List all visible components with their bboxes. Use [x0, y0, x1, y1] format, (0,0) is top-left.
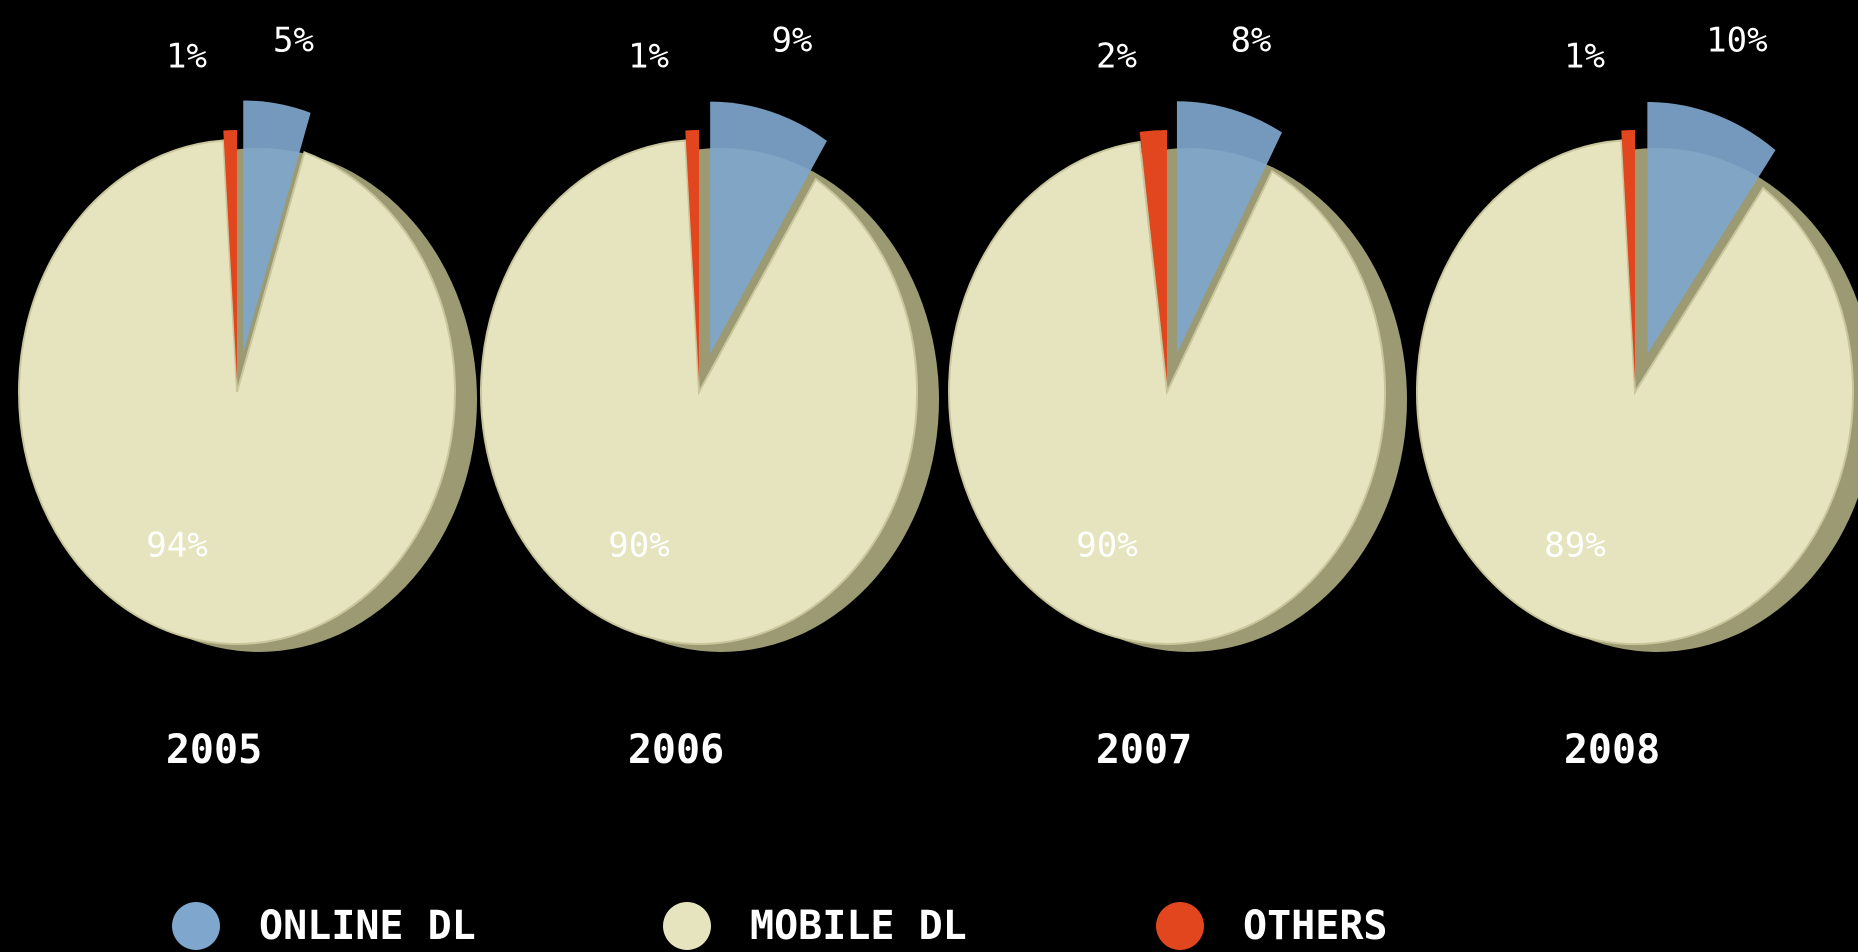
value-label: 1%	[166, 37, 207, 77]
value-label: 90%	[608, 526, 669, 566]
legend-swatch	[172, 902, 220, 950]
pie-slice	[1647, 101, 1776, 354]
legend-swatch	[663, 902, 711, 950]
value-label: 1%	[1564, 37, 1605, 77]
pie-slice	[223, 130, 237, 382]
pie-slice	[948, 140, 1386, 645]
value-label: 90%	[1076, 526, 1137, 566]
pie-slice	[480, 139, 918, 645]
value-label: 94%	[146, 526, 207, 566]
value-label: 8%	[1230, 21, 1271, 61]
legend-label: ONLINE DL	[259, 903, 476, 949]
legend-label: MOBILE DL	[750, 903, 967, 949]
pie-slice	[1621, 130, 1635, 382]
value-label: 89%	[1544, 526, 1605, 566]
pie-slice	[18, 139, 456, 645]
value-label: 1%	[628, 37, 669, 77]
legend-label: OTHERS	[1243, 903, 1388, 949]
value-label: 9%	[771, 21, 812, 61]
pie-slice	[685, 130, 699, 382]
value-label: 2%	[1096, 37, 1137, 77]
chart-title: 2006	[628, 727, 724, 773]
pie-slice	[243, 100, 311, 353]
pie-slice	[1176, 101, 1282, 354]
value-label: 10%	[1706, 21, 1767, 61]
chart-title: 2008	[1564, 727, 1660, 773]
pie-slice	[1139, 130, 1167, 382]
legend-swatch	[1156, 902, 1204, 950]
value-label: 5%	[273, 21, 314, 61]
pie-slice	[710, 101, 827, 354]
chart-title: 2007	[1096, 727, 1192, 773]
pie-slice	[1416, 139, 1855, 645]
chart-title: 2005	[166, 727, 262, 773]
